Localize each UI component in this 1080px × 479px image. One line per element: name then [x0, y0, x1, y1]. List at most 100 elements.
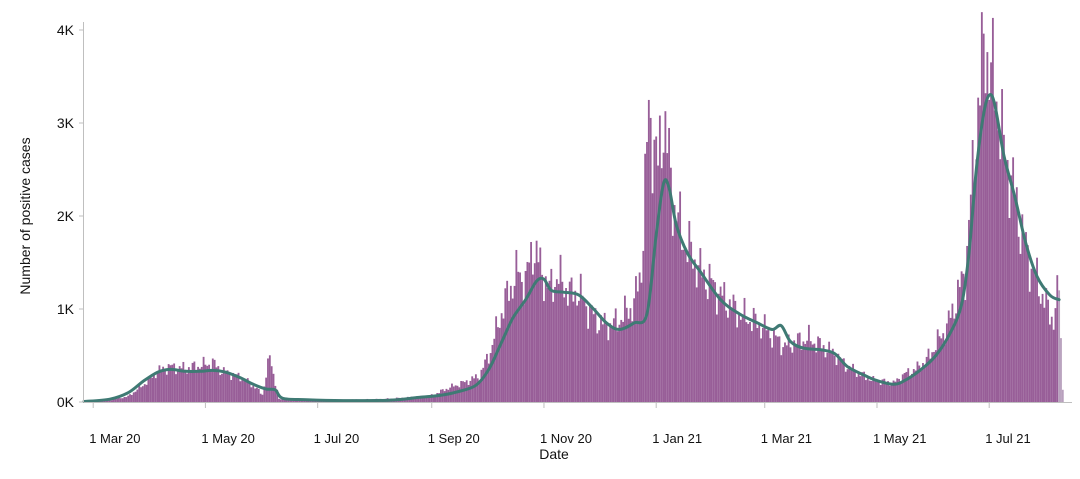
daily-case-bar	[949, 317, 952, 402]
daily-case-bar	[756, 328, 759, 402]
daily-case-bar	[184, 369, 187, 402]
daily-case-bar	[504, 288, 507, 402]
daily-case-bar	[993, 110, 996, 403]
daily-case-bar	[541, 274, 544, 402]
daily-case-bar	[489, 353, 492, 402]
daily-case-bar	[136, 389, 139, 402]
daily-case-bar	[522, 304, 525, 402]
daily-case-bar	[898, 378, 900, 402]
daily-case-bar	[463, 382, 466, 402]
daily-case-bar	[973, 185, 976, 402]
daily-case-bar	[563, 297, 566, 402]
daily-case-bar	[754, 313, 757, 402]
daily-case-bar	[1004, 163, 1007, 402]
daily-case-bar	[276, 389, 279, 402]
daily-case-bar	[167, 364, 170, 402]
daily-case-bar	[447, 389, 450, 402]
daily-case-bar	[270, 366, 273, 402]
daily-case-bar	[771, 347, 774, 402]
daily-case-bar	[831, 348, 834, 402]
daily-case-bar	[244, 381, 247, 402]
daily-case-bar	[1060, 338, 1062, 402]
x-axis-title: Date	[539, 446, 569, 462]
daily-case-bar	[116, 398, 119, 402]
daily-case-bar	[625, 307, 628, 402]
daily-case-bar	[697, 265, 700, 402]
daily-case-bar	[741, 314, 744, 402]
daily-case-bar	[979, 105, 981, 402]
daily-case-bar	[980, 12, 983, 403]
daily-case-bar	[296, 400, 299, 402]
daily-case-bar	[1019, 253, 1022, 402]
daily-case-bar	[303, 400, 306, 402]
daily-case-bar	[896, 378, 899, 402]
daily-case-bar	[1023, 238, 1026, 402]
daily-case-bar	[590, 305, 593, 402]
daily-case-bar	[279, 399, 282, 402]
daily-case-bar	[644, 153, 647, 402]
daily-case-bar	[800, 349, 803, 402]
daily-case-bar	[966, 245, 969, 402]
daily-case-bar	[850, 369, 853, 402]
daily-case-bar	[1052, 329, 1055, 402]
daily-case-bar	[438, 393, 441, 402]
daily-case-bar	[125, 397, 128, 402]
daily-case-bar	[476, 378, 479, 402]
daily-case-bar	[532, 274, 534, 402]
daily-case-bar	[110, 400, 113, 402]
daily-case-bar	[773, 329, 775, 402]
y-axis-title: Number of positive cases	[17, 137, 33, 294]
daily-case-bar	[1043, 307, 1046, 402]
daily-case-bar	[1021, 214, 1024, 402]
daily-case-bar	[283, 399, 286, 402]
daily-case-bar	[723, 282, 726, 402]
daily-case-bar	[743, 297, 746, 402]
daily-case-bar	[478, 380, 481, 402]
daily-case-bar	[487, 363, 490, 402]
daily-case-bar	[607, 340, 610, 402]
daily-case-bar	[156, 372, 159, 402]
daily-case-bar	[246, 378, 249, 402]
daily-case-bar	[145, 384, 148, 402]
daily-case-bar	[554, 286, 556, 402]
daily-case-bar	[727, 317, 729, 402]
daily-case-bar	[256, 387, 258, 402]
daily-case-bar	[228, 374, 231, 402]
x-tick-label: 1 Jul 21	[985, 431, 1031, 446]
daily-case-bar	[806, 340, 808, 402]
daily-case-bar	[587, 328, 590, 402]
daily-case-bar	[537, 262, 540, 402]
daily-case-bar	[712, 279, 715, 402]
daily-case-bar	[690, 241, 693, 402]
daily-case-bar	[506, 280, 509, 402]
daily-case-bar	[784, 342, 786, 402]
daily-case-bar	[546, 288, 549, 402]
daily-case-bar	[734, 300, 737, 402]
daily-case-bar	[294, 400, 297, 402]
daily-case-bar	[640, 282, 643, 402]
daily-case-bar	[669, 167, 672, 402]
daily-case-bar	[706, 299, 709, 402]
daily-case-bar	[798, 332, 801, 402]
daily-case-bar	[583, 298, 586, 402]
daily-case-bar	[252, 385, 255, 402]
daily-case-bar	[991, 17, 994, 402]
daily-case-bar	[202, 356, 205, 402]
daily-case-bar	[837, 353, 840, 402]
daily-case-bar	[559, 254, 562, 402]
daily-case-bar	[765, 330, 768, 402]
daily-case-bar	[186, 373, 188, 402]
daily-case-bar	[874, 380, 877, 402]
daily-case-bar	[287, 399, 290, 402]
daily-case-bar	[528, 262, 531, 402]
daily-case-bar	[942, 333, 945, 402]
daily-case-bar	[566, 305, 569, 402]
daily-case-bar	[123, 396, 126, 402]
daily-case-bar	[189, 369, 192, 402]
daily-case-bar	[267, 358, 269, 402]
daily-case-bar	[423, 397, 426, 402]
daily-case-bar	[140, 387, 142, 402]
daily-case-bar	[1061, 389, 1064, 402]
daily-case-bar	[1014, 198, 1016, 402]
daily-case-bar	[958, 287, 961, 402]
